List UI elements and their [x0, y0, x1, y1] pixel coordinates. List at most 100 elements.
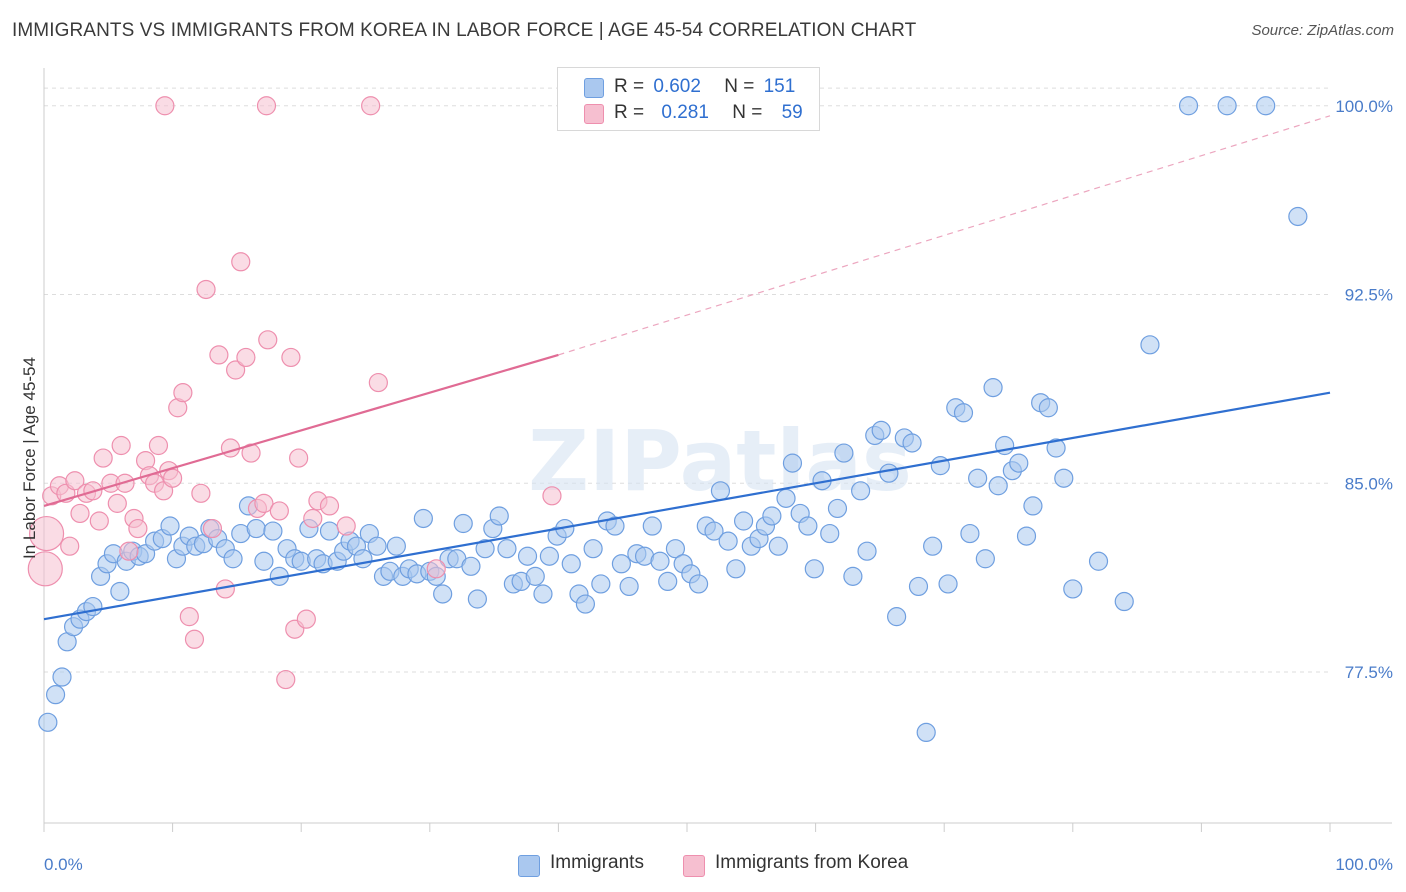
korea-point	[368, 372, 388, 393]
immigrants-point	[583, 539, 603, 559]
korea-point	[89, 511, 109, 531]
immigrants-point	[827, 498, 848, 519]
immigrants-point	[160, 516, 180, 536]
chart-title: IMMIGRANTS VS IMMIGRANTS FROM KOREA IN L…	[12, 20, 917, 41]
immigrants-point	[413, 508, 433, 529]
legend-swatch-blue	[584, 78, 604, 98]
immigrants-point	[642, 516, 662, 536]
korea-point	[128, 518, 148, 539]
immigrants-point	[665, 539, 686, 559]
korea-point	[155, 96, 175, 116]
legend-r-value: 0.602	[653, 76, 701, 97]
korea-point	[426, 559, 446, 579]
korea-point	[336, 516, 356, 536]
immigrants-point	[611, 554, 632, 574]
immigrants-point	[497, 539, 517, 559]
y-tick-label: 92.5%	[1345, 286, 1393, 305]
korea-point	[191, 483, 211, 503]
korea-point	[281, 347, 301, 368]
immigrants-point	[857, 541, 877, 561]
immigrants-point	[45, 685, 66, 705]
korea-point	[209, 345, 229, 365]
immigrants-point	[525, 566, 545, 586]
korea-point	[184, 629, 205, 649]
immigrants-point	[533, 584, 553, 604]
immigrants-point	[762, 506, 782, 526]
immigrants-point	[938, 574, 958, 594]
immigrants-point	[879, 463, 899, 483]
korea-point	[256, 96, 277, 116]
immigrants-point	[804, 559, 824, 579]
x-tick-label: 100.0%	[1335, 855, 1393, 874]
korea-point	[269, 501, 289, 521]
immigrants-point	[110, 581, 130, 602]
korea-point	[65, 471, 85, 491]
korea-point	[70, 503, 90, 524]
y-axis-label: In Labor Force | Age 45-54	[20, 357, 39, 559]
immigrants-point	[975, 549, 995, 569]
korea-point	[93, 448, 113, 468]
korea-point	[254, 493, 274, 513]
immigrants-point	[851, 481, 871, 501]
korea-point	[60, 536, 80, 556]
immigrants-point	[1009, 453, 1029, 473]
immigrants-point	[1178, 96, 1199, 116]
immigrants-point	[1256, 96, 1276, 116]
immigrants-point	[776, 488, 796, 508]
immigrants-point	[319, 521, 340, 541]
korea-point	[111, 435, 131, 456]
immigrants-point	[902, 433, 922, 453]
x-tick-label: 0.0%	[44, 855, 83, 874]
immigrants-point	[1016, 526, 1037, 546]
legend-n-label: N =	[724, 76, 755, 97]
bottom-legend-swatch-pink	[683, 855, 705, 877]
korea-point	[107, 493, 127, 513]
immigrants-point	[834, 443, 854, 463]
bottom-legend-label: Immigrants from Korea	[715, 852, 909, 873]
points-layer	[27, 96, 1308, 743]
korea-point	[179, 607, 199, 627]
korea-point	[303, 508, 323, 529]
immigrants-point	[718, 531, 738, 551]
immigrants-point	[658, 571, 678, 592]
korea-point	[289, 448, 309, 468]
immigrants-point	[52, 667, 72, 687]
bottom-legend: Immigrants Immigrants from Korea	[0, 852, 1406, 878]
immigrants-point	[591, 574, 611, 594]
immigrants-trendline	[43, 391, 1331, 621]
korea-point	[27, 551, 63, 587]
immigrants-point	[726, 559, 746, 579]
korea-point	[231, 252, 251, 272]
bottom-legend-label: Immigrants	[550, 852, 644, 873]
y-tick-label: 85.0%	[1345, 474, 1393, 493]
legend-r-value: 0.281	[661, 102, 709, 123]
immigrants-point	[461, 556, 481, 576]
immigrants-point	[386, 536, 406, 556]
immigrants-point	[1038, 398, 1058, 418]
y-tick-label: 77.5%	[1345, 663, 1393, 682]
korea-point	[258, 330, 278, 350]
immigrants-point	[1023, 496, 1043, 516]
korea-point	[296, 609, 316, 629]
immigrants-point	[733, 511, 754, 531]
immigrants-point	[433, 584, 453, 604]
legend-r-label: R =	[614, 76, 645, 97]
immigrants-point	[38, 712, 58, 732]
immigrants-point	[953, 403, 974, 423]
immigrants-point	[843, 566, 863, 586]
axis-layer	[43, 68, 1392, 824]
y-tick-label: 100.0%	[1335, 97, 1393, 116]
immigrants-point	[688, 574, 709, 594]
immigrants-point	[467, 589, 487, 609]
immigrants-point	[539, 546, 559, 566]
immigrants-point	[768, 536, 788, 556]
immigrants-point	[710, 481, 731, 501]
korea-point	[196, 279, 216, 300]
immigrants-point	[1046, 438, 1066, 458]
immigrants-point	[871, 420, 891, 440]
immigrants-point	[820, 523, 840, 544]
korea-point	[119, 541, 139, 561]
immigrants-point	[1140, 335, 1160, 355]
immigrants-point	[1088, 551, 1109, 571]
